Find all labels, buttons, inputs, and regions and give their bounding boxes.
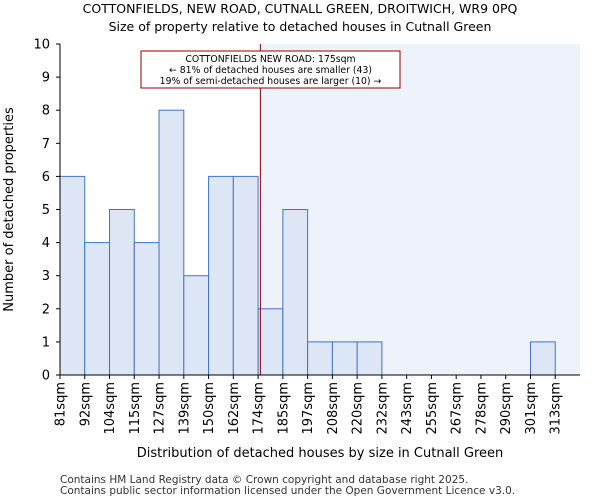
footer-licence: Contains public sector information licen… bbox=[60, 485, 516, 497]
x-tick-label: 174sqm bbox=[252, 382, 267, 435]
x-tick-label: 208sqm bbox=[326, 382, 341, 435]
x-tick-label: 243sqm bbox=[400, 382, 415, 435]
y-tick-label: 4 bbox=[42, 236, 50, 251]
chart-title: COTTONFIELDS, NEW ROAD, CUTNALL GREEN, D… bbox=[82, 1, 518, 16]
x-tick-label: 313sqm bbox=[549, 382, 564, 435]
footer-copyright: Contains HM Land Registry data © Crown c… bbox=[60, 474, 469, 486]
x-tick-label: 127sqm bbox=[153, 382, 168, 435]
bar-301sqm bbox=[529, 341, 556, 376]
y-tick-label: 7 bbox=[42, 137, 50, 152]
x-tick-label: 255sqm bbox=[425, 382, 440, 435]
x-tick-label: 232sqm bbox=[375, 382, 390, 435]
larger-region-highlight bbox=[260, 44, 580, 375]
x-tick-label: 185sqm bbox=[276, 382, 291, 435]
bar-139sqm bbox=[183, 275, 210, 376]
x-axis-label: Distribution of detached houses by size … bbox=[137, 446, 504, 461]
bar-220sqm bbox=[356, 341, 383, 376]
bar-104sqm bbox=[109, 209, 135, 376]
x-tick-label: 139sqm bbox=[177, 382, 192, 435]
bar-197sqm bbox=[307, 341, 333, 376]
x-tick-label: 290sqm bbox=[499, 382, 514, 435]
chart-subtitle: Size of property relative to detached ho… bbox=[108, 19, 492, 34]
y-tick-label: 2 bbox=[42, 302, 50, 317]
y-tick-label: 1 bbox=[42, 335, 50, 350]
bar-115sqm bbox=[133, 242, 160, 376]
bar-127sqm bbox=[158, 109, 185, 376]
bar-92sqm bbox=[84, 242, 111, 376]
annotation-line-3: 19% of semi-detached houses are larger (… bbox=[160, 76, 382, 87]
y-tick-label: 6 bbox=[42, 170, 50, 185]
y-axis-label: Number of detached properties bbox=[2, 107, 17, 312]
y-tick-label: 3 bbox=[42, 269, 50, 284]
x-tick-label: 301sqm bbox=[524, 382, 539, 435]
bar-162sqm bbox=[232, 175, 259, 376]
y-tick-label: 0 bbox=[42, 369, 50, 384]
x-tick-label: 81sqm bbox=[54, 382, 69, 426]
annotation-frame bbox=[140, 50, 401, 89]
x-tick-label: 104sqm bbox=[103, 382, 118, 435]
bar-81sqm bbox=[59, 175, 86, 376]
y-tick-label: 5 bbox=[42, 203, 50, 218]
bar-150sqm bbox=[208, 175, 234, 376]
y-tick-label: 9 bbox=[42, 71, 50, 86]
bar-208sqm bbox=[331, 341, 358, 376]
bar-174sqm bbox=[257, 308, 284, 376]
y-tick-label: 8 bbox=[42, 104, 50, 119]
bar-185sqm bbox=[282, 209, 309, 376]
x-tick-label: 220sqm bbox=[351, 382, 366, 435]
annotation-box: COTTONFIELDS NEW ROAD: 175sqm ← 81% of d… bbox=[140, 50, 401, 89]
histogram-chart: 0 1 2 3 4 5 6 7 8 9 10 81sqm 92sqm 104sqm 115sqm 127sq… bbox=[2, 38, 580, 461]
annotation-line-2: ← 81% of detached houses are smaller (43… bbox=[169, 65, 372, 76]
x-tick-label: 150sqm bbox=[202, 382, 217, 435]
x-tick-label: 267sqm bbox=[450, 382, 465, 435]
x-tick-label: 278sqm bbox=[474, 382, 489, 435]
annotation-line-1: COTTONFIELDS NEW ROAD: 175sqm bbox=[185, 54, 355, 65]
x-tick-label: 162sqm bbox=[227, 382, 242, 435]
x-tick-label: 92sqm bbox=[78, 382, 93, 426]
x-tick-label: 115sqm bbox=[128, 382, 143, 435]
x-tick-label: 197sqm bbox=[301, 382, 316, 435]
y-tick-label: 10 bbox=[33, 38, 50, 53]
